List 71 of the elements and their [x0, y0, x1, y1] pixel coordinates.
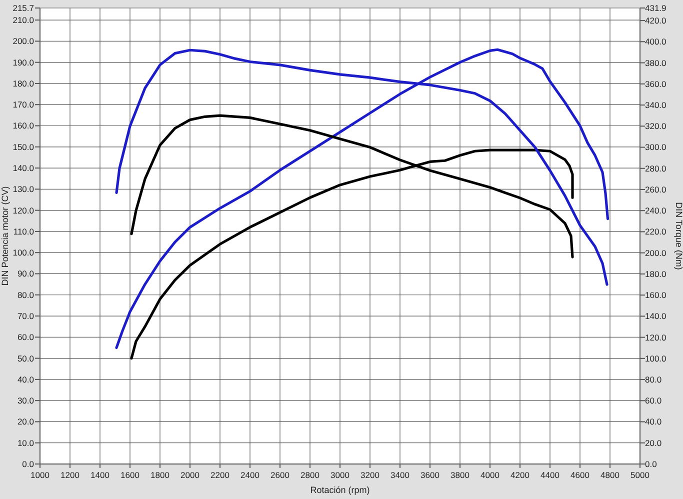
y2-tick-label: 0.0 — [645, 458, 658, 469]
y-tick-label: 170.0 — [12, 100, 34, 110]
x-tick-label: 2800 — [300, 470, 320, 480]
x-tick-label: 3000 — [330, 470, 350, 480]
y2-tick-label: 120.0 — [645, 332, 667, 342]
y-tick-label: 10.0 — [17, 438, 34, 448]
y-tick-label: 150.0 — [12, 142, 34, 152]
y2-tick-label: 400.0 — [645, 36, 667, 47]
y-tick-label: 60.0 — [17, 332, 34, 342]
y2-tick-label: 80.0 — [645, 374, 662, 385]
y2-axis-title: DIN Torque (Nm) — [674, 202, 683, 270]
y2-tick-label: 280.0 — [645, 163, 667, 174]
x-tick-label: 2400 — [240, 470, 260, 480]
x-tick-label: 4200 — [510, 470, 530, 480]
y-tick-label: 210.0 — [12, 15, 34, 26]
y2-tick-label: 360.0 — [645, 78, 667, 89]
y-tick-label: 50.0 — [17, 353, 34, 364]
x-tick-label: 1800 — [150, 470, 170, 480]
y2-tick-label: 220.0 — [645, 226, 667, 237]
x-tick-label: 4600 — [570, 470, 590, 480]
y-tick-label: 120.0 — [12, 205, 34, 216]
x-tick-label: 2000 — [180, 470, 200, 480]
y-tick-label: 30.0 — [17, 396, 34, 406]
y-tick-label: 110.0 — [13, 226, 34, 236]
y-tick-label: 100.0 — [12, 248, 34, 258]
y2-tick-label: 340.0 — [645, 100, 667, 110]
x-tick-label: 5000 — [630, 470, 650, 480]
y2-tick-label: 420.0 — [645, 16, 667, 26]
y2-tick-label: 200.0 — [645, 248, 667, 258]
y-tick-label: 40.0 — [17, 374, 34, 384]
y-tick-label: 20.0 — [17, 416, 34, 427]
x-tick-label: 1400 — [90, 470, 110, 480]
y-tick-label: 160.0 — [12, 120, 34, 131]
y2-tick-label: 380.0 — [645, 58, 667, 68]
x-tick-label: 4400 — [540, 470, 560, 480]
x-tick-label: 3600 — [420, 470, 440, 480]
x-tick-label: 2600 — [270, 470, 290, 480]
x-tick-label: 1000 — [30, 470, 50, 480]
x-tick-label: 2200 — [210, 470, 230, 480]
y2-tick-label: 240.0 — [645, 206, 667, 216]
x-axis-title: Rotación (rpm) — [310, 485, 370, 495]
x-tick-label: 3800 — [450, 470, 470, 480]
y-tick-label: 90.0 — [17, 268, 34, 279]
y-tick-label: 190.0 — [12, 57, 34, 68]
x-tick-label: 1200 — [60, 470, 80, 480]
y2-tick-label: 431.9 — [645, 2, 667, 13]
y2-tick-label: 260.0 — [645, 184, 667, 194]
y2-tick-label: 180.0 — [645, 268, 667, 279]
line-series — [115, 48, 610, 350]
y-tick-label: 130.0 — [12, 184, 34, 194]
y-tick-label: 80.0 — [17, 290, 34, 300]
y-tick-label: 180.0 — [12, 78, 34, 88]
x-tick-label: 3400 — [390, 470, 410, 480]
y2-tick-label: 60.0 — [645, 396, 662, 406]
x-tick-label: 1600 — [120, 470, 140, 480]
y-tick-label: 215.7 — [12, 2, 34, 13]
x-tick-label: 4000 — [480, 470, 500, 480]
y2-tick-label: 320.0 — [645, 121, 667, 132]
y2-tick-label: 20.0 — [645, 438, 662, 448]
y2-tick-label: 100.0 — [645, 353, 667, 364]
y-tick-label: 140.0 — [12, 163, 34, 174]
y2-tick-label: 40.0 — [645, 416, 662, 427]
y-tick-label: 70.0 — [17, 310, 34, 321]
y-tick-label: 200.0 — [12, 36, 34, 46]
x-tick-label: 3200 — [360, 470, 380, 480]
y2-tick-label: 140.0 — [645, 311, 667, 322]
y-tick-label: 0.0 — [22, 458, 34, 469]
y-axis-title: DIN Potencia motor (CV) — [0, 186, 10, 286]
y2-tick-label: 160.0 — [645, 290, 667, 300]
y2-tick-label: 300.0 — [645, 142, 667, 152]
x-tick-label: 4800 — [600, 470, 620, 480]
